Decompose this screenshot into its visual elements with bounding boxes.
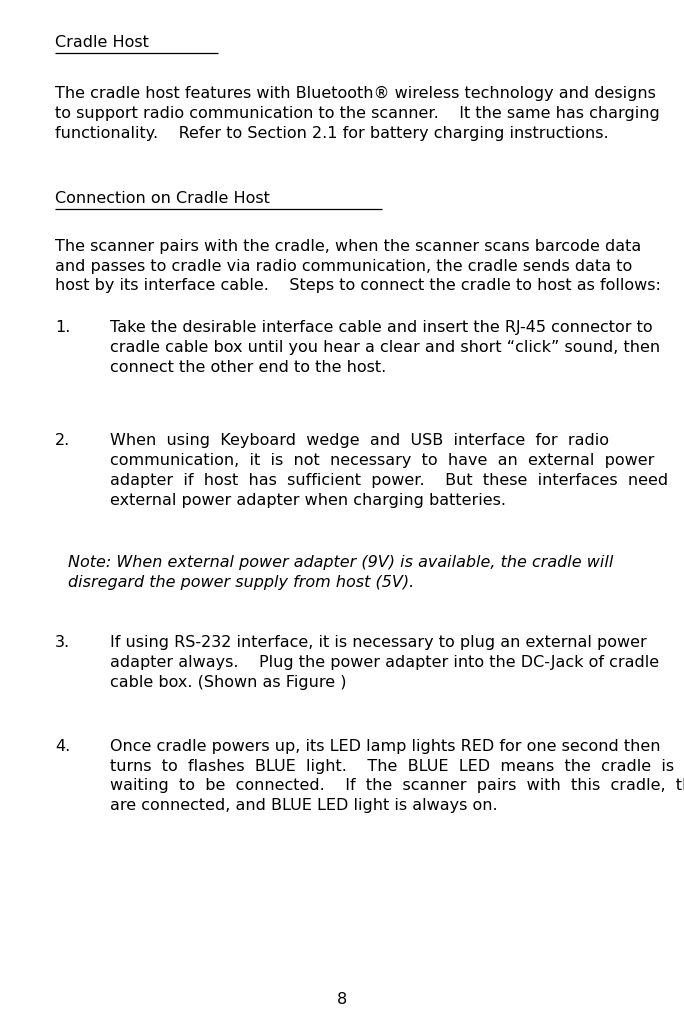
Text: Once cradle powers up, its LED lamp lights RED for one second then: Once cradle powers up, its LED lamp ligh… <box>110 739 661 754</box>
Text: 2.: 2. <box>55 433 70 448</box>
Text: cable box. (Shown as Figure ): cable box. (Shown as Figure ) <box>110 676 347 690</box>
Text: waiting  to  be  connected.    If  the  scanner  pairs  with  this  cradle,  the: waiting to be connected. If the scanner … <box>110 779 684 793</box>
Text: The cradle host features with Bluetooth® wireless technology and designs: The cradle host features with Bluetooth®… <box>55 86 656 101</box>
Text: external power adapter when charging batteries.: external power adapter when charging bat… <box>110 493 506 507</box>
Text: connect the other end to the host.: connect the other end to the host. <box>110 361 386 375</box>
Text: communication,  it  is  not  necessary  to  have  an  external  power: communication, it is not necessary to ha… <box>110 452 655 468</box>
Text: host by its interface cable.    Steps to connect the cradle to host as follows:: host by its interface cable. Steps to co… <box>55 279 661 293</box>
Text: adapter  if  host  has  sufficient  power.    But  these  interfaces  need: adapter if host has sufficient power. Bu… <box>110 473 668 488</box>
Text: If using RS-232 interface, it is necessary to plug an external power: If using RS-232 interface, it is necessa… <box>110 635 647 651</box>
Text: The scanner pairs with the cradle, when the scanner scans barcode data: The scanner pairs with the cradle, when … <box>55 239 642 254</box>
Text: 1.: 1. <box>55 320 70 336</box>
Text: 4.: 4. <box>55 739 70 754</box>
Text: Take the desirable interface cable and insert the RJ-45 connector to: Take the desirable interface cable and i… <box>110 320 653 336</box>
Text: are connected, and BLUE LED light is always on.: are connected, and BLUE LED light is alw… <box>110 799 498 813</box>
Text: Cradle Host: Cradle Host <box>55 35 149 51</box>
Text: to support radio communication to the scanner.    It the same has charging: to support radio communication to the sc… <box>55 105 660 121</box>
Text: and passes to cradle via radio communication, the cradle sends data to: and passes to cradle via radio communica… <box>55 258 632 274</box>
Text: Connection on Cradle Host: Connection on Cradle Host <box>55 191 270 207</box>
Text: 8: 8 <box>337 992 347 1007</box>
Text: 3.: 3. <box>55 635 70 651</box>
Text: functionality.    Refer to Section 2.1 for battery charging instructions.: functionality. Refer to Section 2.1 for … <box>55 126 609 140</box>
Text: Note: When external power adapter (9V) is available, the cradle will: Note: When external power adapter (9V) i… <box>68 555 614 570</box>
Text: When  using  Keyboard  wedge  and  USB  interface  for  radio: When using Keyboard wedge and USB interf… <box>110 433 609 448</box>
Text: adapter always.    Plug the power adapter into the DC-Jack of cradle: adapter always. Plug the power adapter i… <box>110 655 659 670</box>
Text: disregard the power supply from host (5V).: disregard the power supply from host (5V… <box>68 574 415 590</box>
Text: turns  to  flashes  BLUE  light.    The  BLUE  LED  means  the  cradle  is: turns to flashes BLUE light. The BLUE LE… <box>110 758 674 774</box>
Text: cradle cable box until you hear a clear and short “click” sound, then: cradle cable box until you hear a clear … <box>110 340 660 355</box>
